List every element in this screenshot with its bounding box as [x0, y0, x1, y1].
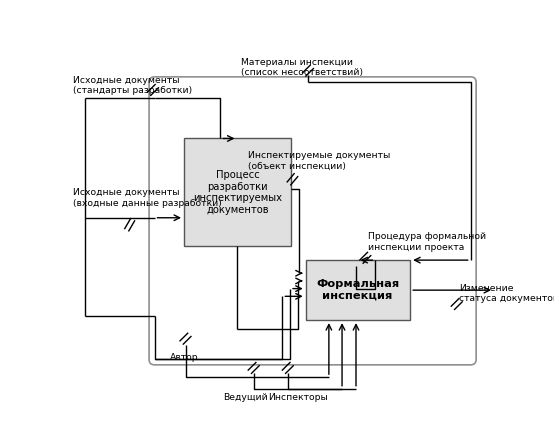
Text: Инспекторы: Инспекторы — [268, 392, 328, 401]
Text: Изменение
статуса документов: Изменение статуса документов — [459, 284, 554, 303]
Text: Автор: Автор — [170, 353, 199, 362]
Text: Материалы инспекции
(список несоответствий): Материалы инспекции (список несоответств… — [242, 58, 363, 77]
Text: Формальная
инспекция: Формальная инспекция — [316, 280, 399, 301]
Text: Ведущий: Ведущий — [224, 392, 268, 401]
Text: Исходные документы
(стандарты разработки): Исходные документы (стандарты разработки… — [73, 76, 192, 95]
Text: Процедура формальной
инспекции проекта: Процедура формальной инспекции проекта — [368, 232, 486, 252]
Text: Инспектируемые документы
(объект инспекции): Инспектируемые документы (объект инспекц… — [248, 151, 390, 171]
Text: Исходные документы
(входные данные разработки): Исходные документы (входные данные разра… — [73, 188, 222, 208]
Bar — [184, 138, 291, 246]
Text: Процесс
разработки
инспектируемых
документов: Процесс разработки инспектируемых докуме… — [193, 170, 282, 215]
Bar — [306, 260, 411, 320]
